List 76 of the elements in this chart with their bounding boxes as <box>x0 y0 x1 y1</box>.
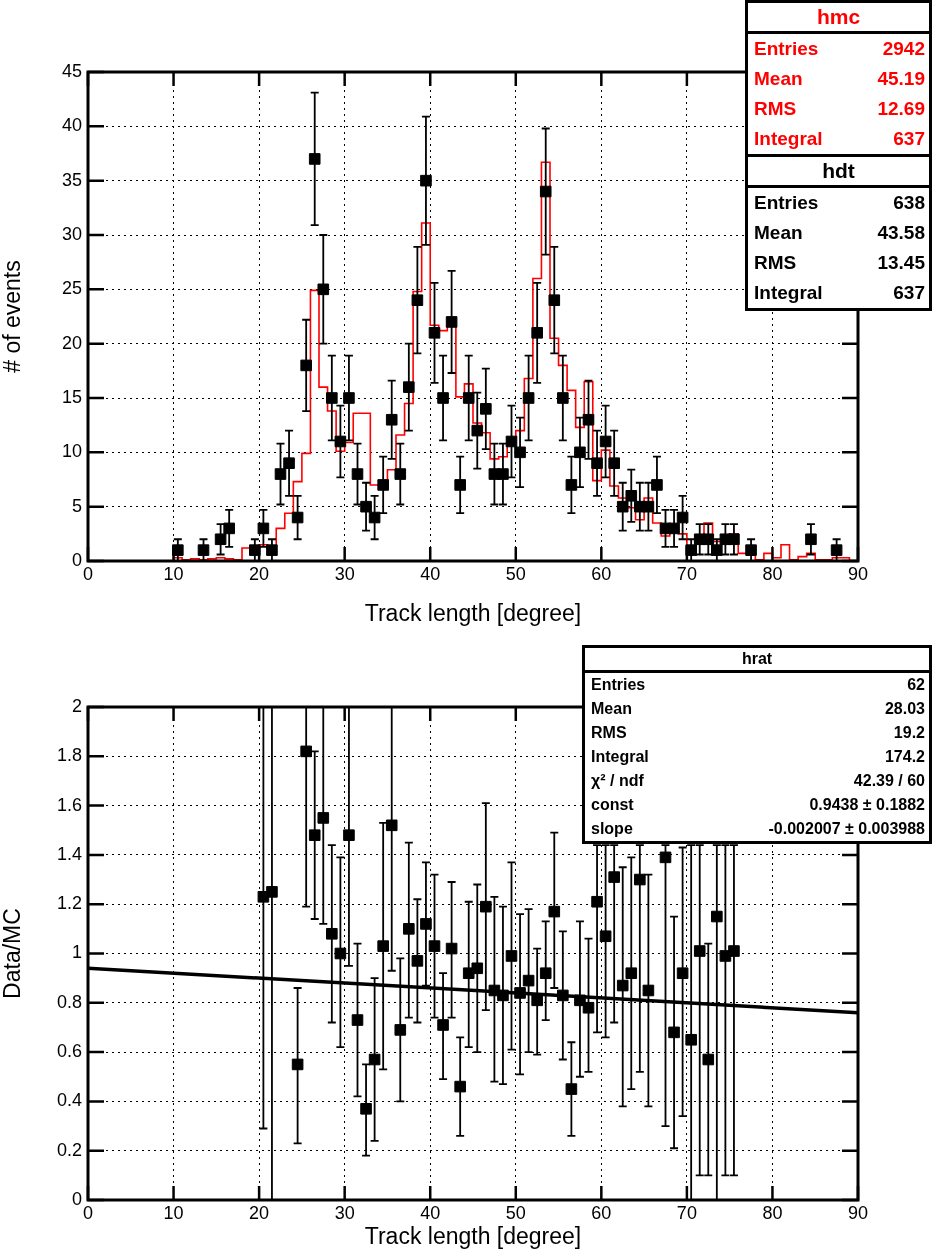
y-tick-label: 15 <box>61 386 82 407</box>
text: Entries <box>591 675 646 695</box>
text: 62 <box>907 675 925 695</box>
text: 19.2 <box>893 723 925 743</box>
y-tick-label: 1 <box>71 942 82 963</box>
annotation: const <box>591 795 634 815</box>
x-tick-label: 40 <box>420 1202 441 1223</box>
y-tick-label: 40 <box>61 115 82 136</box>
x-tick-label: 70 <box>676 563 697 584</box>
annotation: RMS <box>754 97 797 121</box>
x-tick-label: 80 <box>762 1202 783 1223</box>
annotation: RMS <box>754 251 797 275</box>
y-tick-label: 20 <box>61 332 82 353</box>
y-axis-title: Data/MC <box>0 908 26 999</box>
x-tick-label: 70 <box>676 1202 697 1223</box>
annotation: Integral <box>591 747 649 767</box>
x-tick-label: 40 <box>420 563 441 584</box>
y-tick-label: 10 <box>61 441 82 462</box>
text: 28.03 <box>884 699 925 719</box>
text: 45.19 <box>877 67 925 91</box>
y-tick-label: 0.4 <box>56 1090 82 1111</box>
x-axis-title: Track length [degree] <box>364 1222 582 1249</box>
x-tick-label: 50 <box>505 563 526 584</box>
annotation: Mean <box>754 67 803 91</box>
y-tick-label: 1.2 <box>56 893 82 914</box>
y-tick-label: 45 <box>61 60 82 81</box>
x-axis-title: Track length [degree] <box>364 599 582 626</box>
annotation: Integral <box>754 281 823 305</box>
annotation: 0.9438 ± 0.1882 <box>809 795 925 815</box>
y-tick-label: 0.2 <box>56 1139 82 1160</box>
y-tick-label: 0.8 <box>56 991 82 1012</box>
annotation: slope <box>591 819 633 839</box>
text: 174.2 <box>884 747 925 767</box>
annotation: Entries <box>754 191 819 215</box>
y-tick-label: 35 <box>61 169 82 190</box>
annotation: Mean <box>754 221 803 245</box>
text: hdt <box>748 157 929 188</box>
text: 2942 <box>882 37 925 61</box>
y-tick-label: 25 <box>61 278 82 299</box>
y-axis-title: # of events <box>0 260 26 373</box>
annotation: χ² / ndf <box>591 771 644 791</box>
annotation: Integral <box>754 127 823 151</box>
x-tick-label: 10 <box>163 1202 184 1223</box>
text: Entries <box>754 37 819 61</box>
annotation: RMS <box>591 723 627 743</box>
y-tick-label: 1.6 <box>56 794 82 815</box>
y-tick-label: 30 <box>61 223 82 244</box>
text: hrat <box>585 648 929 673</box>
text: hmc <box>748 3 929 34</box>
x-tick-label: 30 <box>334 563 355 584</box>
x-tick-label: 90 <box>847 1202 869 1223</box>
y-tick-label: 0 <box>71 1188 82 1209</box>
text: 637 <box>893 281 925 305</box>
y-tick-label: 5 <box>71 495 82 516</box>
text: 43.58 <box>877 221 925 245</box>
x-tick-label: 60 <box>591 1202 612 1223</box>
x-tick-label: 50 <box>505 1202 526 1223</box>
y-tick-label: 0 <box>71 549 82 570</box>
x-tick-label: 60 <box>591 563 612 584</box>
text: 12.69 <box>877 97 925 121</box>
annotation: Mean <box>591 699 632 719</box>
x-tick-label: 80 <box>762 563 783 584</box>
x-tick-label: 90 <box>847 563 869 584</box>
y-tick-label: 1.4 <box>56 843 82 864</box>
x-tick-label: 20 <box>249 563 270 584</box>
x-tick-label: 20 <box>249 1202 270 1223</box>
x-tick-label: 10 <box>163 563 184 584</box>
annotation: 42.39 / 60 <box>853 771 925 791</box>
y-tick-label: 2 <box>71 695 82 716</box>
y-tick-label: 0.6 <box>56 1041 82 1062</box>
text: 638 <box>893 191 925 215</box>
text: 13.45 <box>877 251 925 275</box>
y-tick-label: 1.8 <box>56 745 82 766</box>
x-tick-label: 30 <box>334 1202 355 1223</box>
text: 637 <box>893 127 925 151</box>
annotation: -0.002007 ± 0.003988 <box>768 819 925 839</box>
